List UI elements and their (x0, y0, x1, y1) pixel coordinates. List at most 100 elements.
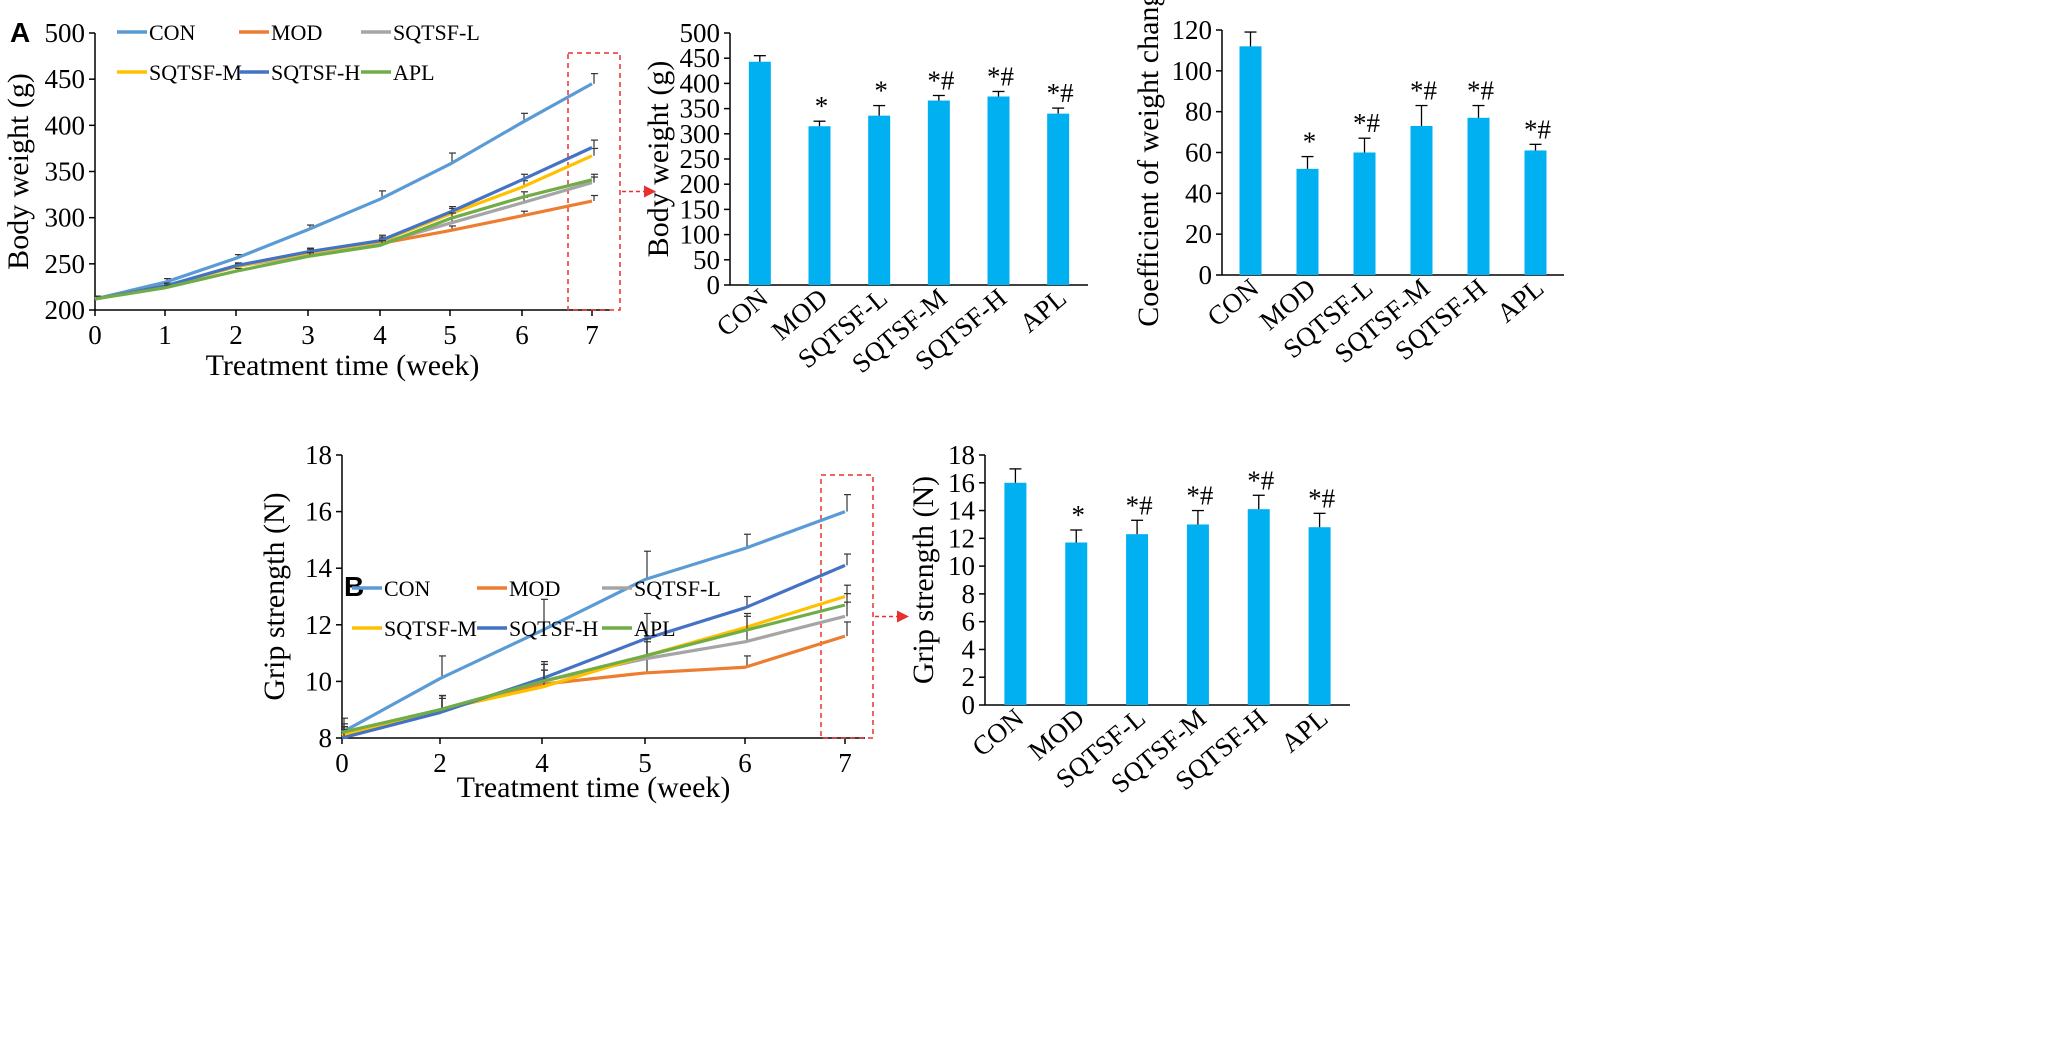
y-tick-label: 16 (305, 497, 332, 527)
y-tick-label: 18 (948, 440, 975, 470)
legend-label-mod: MOD (271, 20, 322, 45)
bar-sqtsf-h (1247, 509, 1270, 705)
significance-label: *# (927, 65, 955, 95)
y-tick-label: 150 (680, 194, 721, 224)
x-tick-label-apl: APL (1014, 283, 1072, 339)
x-tick-label: 4 (373, 320, 387, 350)
highlight-arrow-head (644, 185, 656, 198)
y-tick-label: 250 (680, 144, 721, 174)
y-tick-label: 400 (45, 110, 86, 140)
y-tick-label: 450 (45, 64, 86, 94)
significance-label: *# (1047, 78, 1075, 108)
legend-label-sqtsf-m: SQTSF-M (149, 60, 242, 85)
y-tick-label: 2 (962, 662, 976, 692)
significance-label: * (815, 91, 829, 121)
series-line-con (341, 510, 846, 734)
x-tick-label: 2 (229, 320, 243, 350)
significance-label: *# (1308, 483, 1336, 513)
significance-label: *# (1186, 481, 1214, 511)
y-tick-label: 500 (680, 18, 721, 48)
x-tick-label: 0 (88, 320, 102, 350)
significance-label: *# (1247, 465, 1275, 495)
y-tick-label: 16 (948, 468, 975, 498)
significance-label: *# (1410, 76, 1438, 106)
bar-sqtsf-m (1410, 125, 1433, 275)
x-tick-label-apl: APL (1275, 703, 1333, 759)
y-tick-label: 40 (1185, 178, 1212, 208)
legend-label-sqtsf-m: SQTSF-M (384, 616, 477, 641)
y-tick-label: 200 (680, 169, 721, 199)
y-tick-label: 8 (962, 579, 976, 609)
y-tick-label: 0 (1199, 260, 1213, 290)
highlight-box (567, 52, 621, 311)
legend-label-apl: APL (634, 616, 676, 641)
y-tick-label: 120 (1172, 15, 1213, 45)
x-tick-label-apl: APL (1491, 273, 1549, 329)
significance-label: *# (1353, 108, 1381, 138)
y-axis-title: Body weight (g) (642, 61, 675, 258)
legend-label-sqtsf-l: SQTSF-L (634, 576, 721, 601)
x-tick-label: 3 (301, 320, 315, 350)
x-tick-label: 5 (443, 320, 457, 350)
y-axis-title: Coefficient of weight change (1132, 0, 1165, 327)
y-tick-label: 80 (1185, 97, 1212, 127)
bar-sqtsf-m (927, 100, 950, 285)
legend-label-apl: APL (393, 60, 435, 85)
y-tick-label: 400 (680, 68, 721, 98)
series-line-con (94, 82, 593, 301)
bar-con (1239, 46, 1262, 276)
series-line-sqtsf-h (94, 146, 593, 301)
y-tick-label: 6 (962, 607, 976, 637)
bar-sqtsf-h (1467, 117, 1490, 276)
y-tick-label: 14 (948, 496, 976, 526)
y-axis-title: Grip strength (N) (258, 492, 291, 700)
bar-con (1004, 482, 1027, 705)
y-tick-label: 12 (305, 610, 332, 640)
y-tick-label: 10 (948, 551, 975, 581)
legend-label-con: CON (384, 576, 431, 601)
legend: CON MOD SQTSF-L SQTSF-M SQTSF-H APL (352, 576, 721, 641)
panel-label-a: A (10, 17, 30, 48)
y-tick-label: 0 (707, 270, 721, 300)
chart-A-bar-coef: 020406080100120CON*MOD*#SQTSF-L*#SQTSF-M… (1132, 0, 1564, 369)
chart-B-line: 8 10 12 14 16 18 0 2 4 5 6 7 CON MOD SQTSF-L SQTSF-M SQT… (258, 440, 909, 804)
x-tick-label: 5 (638, 748, 652, 778)
y-tick-label: 100 (1172, 56, 1213, 86)
x-tick-label: 0 (335, 748, 349, 778)
x-axis-title: Treatment time (week) (206, 349, 480, 382)
y-tick-label: 300 (680, 119, 721, 149)
significance-label: * (1303, 127, 1317, 157)
bar-apl (1524, 150, 1547, 275)
bar-mod (1296, 168, 1319, 275)
y-tick-label: 350 (680, 94, 721, 124)
chart-A-bar-weight: 050100150200250300350400450500CON*MOD*SQ… (642, 18, 1088, 379)
y-tick-label: 50 (693, 245, 720, 275)
series-line-sqtsf-h (341, 563, 846, 740)
x-tick-label: 1 (158, 320, 172, 350)
bar-con (748, 61, 771, 286)
x-tick-label: 4 (535, 748, 549, 778)
legend-label-sqtsf-l: SQTSF-L (393, 20, 480, 45)
x-tick-label: 6 (515, 320, 529, 350)
y-tick-label: 300 (45, 203, 86, 233)
y-tick-label: 12 (948, 523, 975, 553)
chart-B-bar: 024681012141618CON*MOD*#SQTSF-L*#SQTSF-M… (907, 440, 1350, 799)
y-tick-label: 250 (45, 249, 86, 279)
bar-sqtsf-h (987, 96, 1010, 285)
x-tick-label-con: CON (711, 283, 774, 343)
series-line-sqtsf-m (94, 154, 593, 301)
series-line-apl (94, 178, 593, 301)
x-tick-label: 7 (838, 748, 852, 778)
x-axis-title: Treatment time (week) (457, 771, 731, 804)
significance-label: *# (1467, 76, 1495, 106)
y-axis-title: Grip strength (N) (907, 476, 940, 684)
significance-label: * (874, 76, 888, 106)
y-tick-label: 10 (305, 666, 332, 696)
bar-sqtsf-l (1126, 534, 1149, 705)
y-tick-label: 450 (680, 43, 721, 73)
y-axis-title: Body weight (g) (2, 73, 35, 270)
y-tick-label: 8 (319, 723, 333, 753)
bar-sqtsf-l (868, 115, 891, 285)
series-line-apl (341, 603, 846, 734)
chart-A-line: 200 250 300 350 400 450 500 0 1 2 3 4 5 6 7 CON MOD SQTSF… (2, 18, 656, 382)
